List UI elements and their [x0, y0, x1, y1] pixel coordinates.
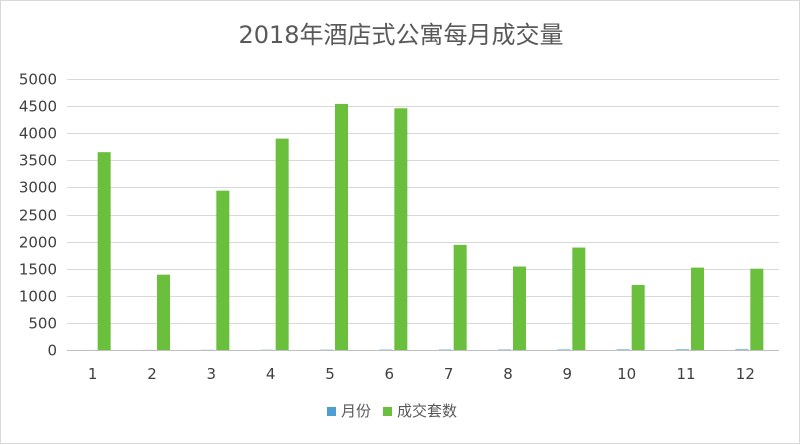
- bar-month: [676, 349, 689, 350]
- x-tick-label: 5: [325, 365, 335, 383]
- y-tick-label: 1000: [19, 288, 57, 306]
- bar-transactions: [276, 139, 289, 350]
- bar-transactions: [98, 152, 111, 350]
- bar-transactions: [394, 108, 407, 350]
- y-tick-label: 4500: [19, 98, 57, 116]
- bar-month: [617, 349, 630, 350]
- bar-transactions: [216, 191, 229, 350]
- bar-transactions: [513, 267, 526, 350]
- x-tick-label: 3: [207, 365, 217, 383]
- x-tick-label: 1: [88, 365, 98, 383]
- y-tick-label: 3000: [19, 179, 57, 197]
- y-tick-label: 0: [47, 342, 57, 360]
- bars: [83, 104, 764, 350]
- y-tick-label: 2500: [19, 207, 57, 225]
- bar-transactions: [335, 104, 348, 350]
- gridlines: [67, 80, 779, 324]
- bar-month: [735, 349, 748, 350]
- bar-transactions: [632, 285, 645, 350]
- legend-swatch: [383, 407, 392, 416]
- legend-label: 月份: [341, 402, 371, 420]
- y-tick-label: 3500: [19, 152, 57, 170]
- x-tick-label: 10: [617, 365, 636, 383]
- legend-label: 成交套数: [397, 402, 457, 420]
- bar-transactions: [691, 268, 704, 350]
- x-tick-label: 2: [147, 365, 157, 383]
- legend: 月份 成交套数: [327, 402, 457, 420]
- legend-swatch: [327, 407, 336, 416]
- x-tick-label: 4: [266, 365, 276, 383]
- y-tick-label: 4000: [19, 125, 57, 143]
- y-axis-ticks: 0 500 1000 1500 2000 2500 3000 3500 4000 4500 5000: [19, 71, 57, 360]
- x-tick-label: 12: [736, 365, 755, 383]
- y-tick-label: 500: [28, 315, 57, 333]
- chart-title: 2018年酒店式公寓每月成交量: [238, 21, 563, 49]
- y-tick-label: 5000: [19, 71, 57, 89]
- bar-transactions: [572, 248, 585, 350]
- x-tick-label: 6: [385, 365, 395, 383]
- bar-transactions: [157, 275, 170, 350]
- bar-transactions: [750, 269, 763, 350]
- x-tick-label: 8: [503, 365, 513, 383]
- y-tick-label: 1500: [19, 261, 57, 279]
- y-tick-label: 2000: [19, 234, 57, 252]
- x-tick-label: 9: [563, 365, 573, 383]
- bar-transactions: [454, 245, 467, 350]
- x-tick-label: 11: [676, 365, 695, 383]
- x-tick-label: 7: [444, 365, 454, 383]
